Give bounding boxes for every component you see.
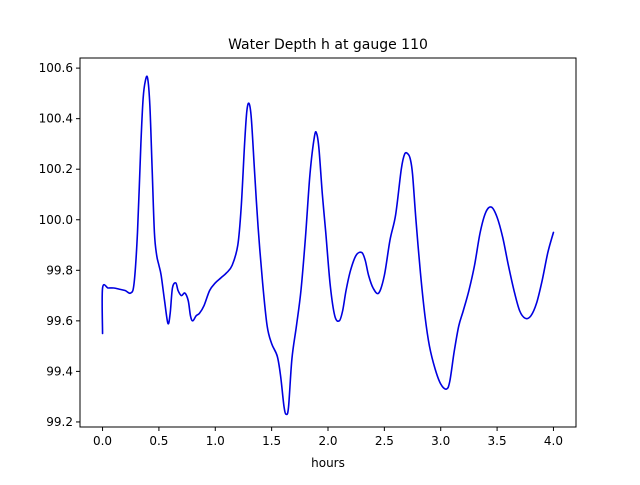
x-axis: 0.0 0.5 1.0 1.5 2.0 2.5 3.0 3.5 4.0	[93, 427, 563, 448]
x-tick-label: 1.5	[262, 434, 281, 448]
y-tick-label: 99.4	[46, 364, 73, 378]
x-tick-label: 4.0	[544, 434, 563, 448]
y-tick-label: 99.6	[46, 314, 73, 328]
series-layer	[101, 75, 555, 416]
x-tick-label: 2.5	[375, 434, 394, 448]
x-tick-label: 3.5	[488, 434, 507, 448]
x-tick-label: 1.0	[206, 434, 225, 448]
y-tick-label: 100.0	[39, 213, 73, 227]
chart-title: Water Depth h at gauge 110	[228, 37, 428, 53]
y-tick-label: 100.2	[39, 162, 73, 176]
x-axis-label: hours	[311, 456, 345, 470]
x-tick-label: 2.0	[318, 434, 337, 448]
y-tick-label: 99.2	[46, 415, 73, 429]
y-tick-label: 100.6	[39, 61, 73, 75]
y-tick-label: 100.4	[39, 112, 73, 126]
x-tick-label: 0.5	[149, 434, 168, 448]
x-tick-label: 3.0	[431, 434, 450, 448]
y-axis: 99.2 99.4 99.6 99.8 100.0 100.2 100.4 100.6	[39, 61, 80, 429]
x-tick-label: 0.0	[93, 434, 112, 448]
series-line-0	[101, 75, 555, 416]
y-tick-label: 99.8	[46, 263, 73, 277]
